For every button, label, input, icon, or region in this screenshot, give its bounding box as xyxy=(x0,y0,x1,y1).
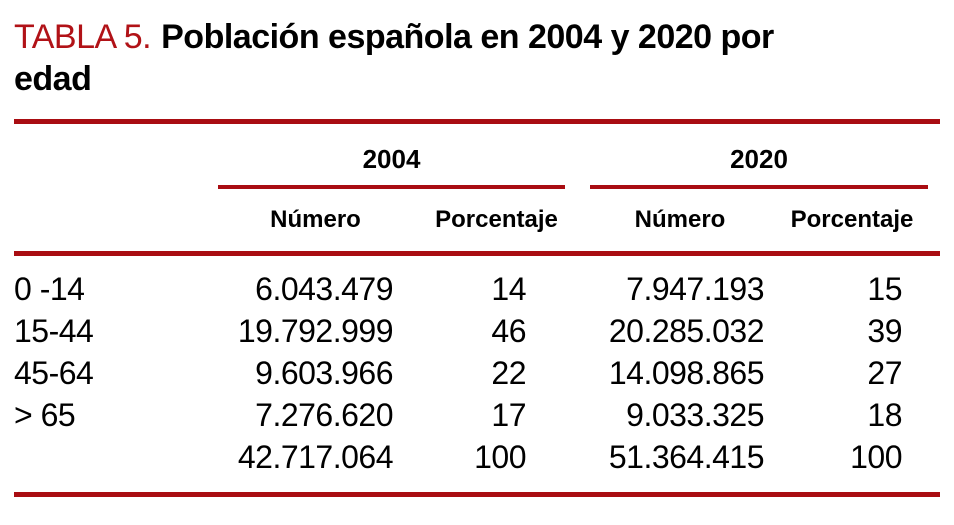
table-row: > 65 7.276.620 17 9.033.325 18 xyxy=(14,394,940,436)
row-label: 15-44 xyxy=(14,313,94,349)
cell-numero-2020-total: 51.364.415 xyxy=(608,439,765,475)
cell-porcentaje-2020: 39 xyxy=(867,313,902,349)
year-group-2020: 2020 xyxy=(590,124,928,189)
row-label: > 65 xyxy=(14,397,76,433)
cell-numero-2004: 6.043.479 xyxy=(255,271,393,307)
cell-porcentaje-2004: 17 xyxy=(491,397,526,433)
cell-numero-2020: 20.285.032 xyxy=(608,313,765,349)
cell-numero-2020: 9.033.325 xyxy=(626,397,764,433)
cell-porcentaje-2004: 14 xyxy=(491,271,526,307)
year-label-2020: 2020 xyxy=(730,144,788,174)
cell-numero-2004-total: 42.717.064 xyxy=(237,439,394,475)
cell-numero-2020: 7.947.193 xyxy=(626,271,764,307)
column-header-numero-2020: Número xyxy=(634,206,726,233)
row-label: 0 -14 xyxy=(14,271,85,307)
cell-porcentaje-2020: 27 xyxy=(867,355,902,391)
column-header-row: Número Porcentaje Número Porcentaje xyxy=(14,189,940,251)
cell-porcentaje-2004: 22 xyxy=(491,355,526,391)
cell-numero-2004: 9.603.966 xyxy=(255,355,393,391)
table-row: 45-64 9.603.966 22 14.098.865 27 xyxy=(14,352,940,394)
header-body-rule xyxy=(14,251,940,256)
year-group-band: 2004 2020 xyxy=(14,124,940,189)
table-row: 0 -14 6.043.479 14 7.947.193 15 xyxy=(14,268,940,310)
column-header-numero-2004: Número xyxy=(270,206,361,233)
cell-numero-2020: 14.098.865 xyxy=(608,355,765,391)
top-rule xyxy=(14,119,940,124)
table-title-text: Población española en 2004 y 2020 por ed… xyxy=(14,18,774,98)
row-label: 45-64 xyxy=(14,355,94,391)
cell-porcentaje-2020: 18 xyxy=(867,397,902,433)
page-title: TABLA 5. Población española en 2004 y 202… xyxy=(14,16,844,100)
row-label xyxy=(14,436,186,478)
cell-porcentaje-2004-total: 100 xyxy=(474,439,526,475)
table-row: 15-44 19.792.999 46 20.285.032 39 xyxy=(14,310,940,352)
cell-porcentaje-2020: 15 xyxy=(867,271,902,307)
cell-porcentaje-2004: 46 xyxy=(491,313,526,349)
year-group-2004: 2004 xyxy=(218,124,565,189)
table-row-total: 42.717.064 100 51.364.415 100 xyxy=(14,436,940,478)
column-header-porcentaje-2020: Porcentaje xyxy=(790,206,914,233)
column-header-porcentaje-2004: Porcentaje xyxy=(435,206,558,233)
cell-porcentaje-2020-total: 100 xyxy=(850,439,902,475)
table-number-label: TABLA 5. xyxy=(14,18,152,56)
table-body: 0 -14 6.043.479 14 7.947.193 15 15-44 19… xyxy=(14,256,940,478)
bottom-rule xyxy=(14,492,940,497)
cell-numero-2004: 7.276.620 xyxy=(255,397,393,433)
cell-numero-2004: 19.792.999 xyxy=(237,313,394,349)
year-label-2004: 2004 xyxy=(362,144,421,174)
